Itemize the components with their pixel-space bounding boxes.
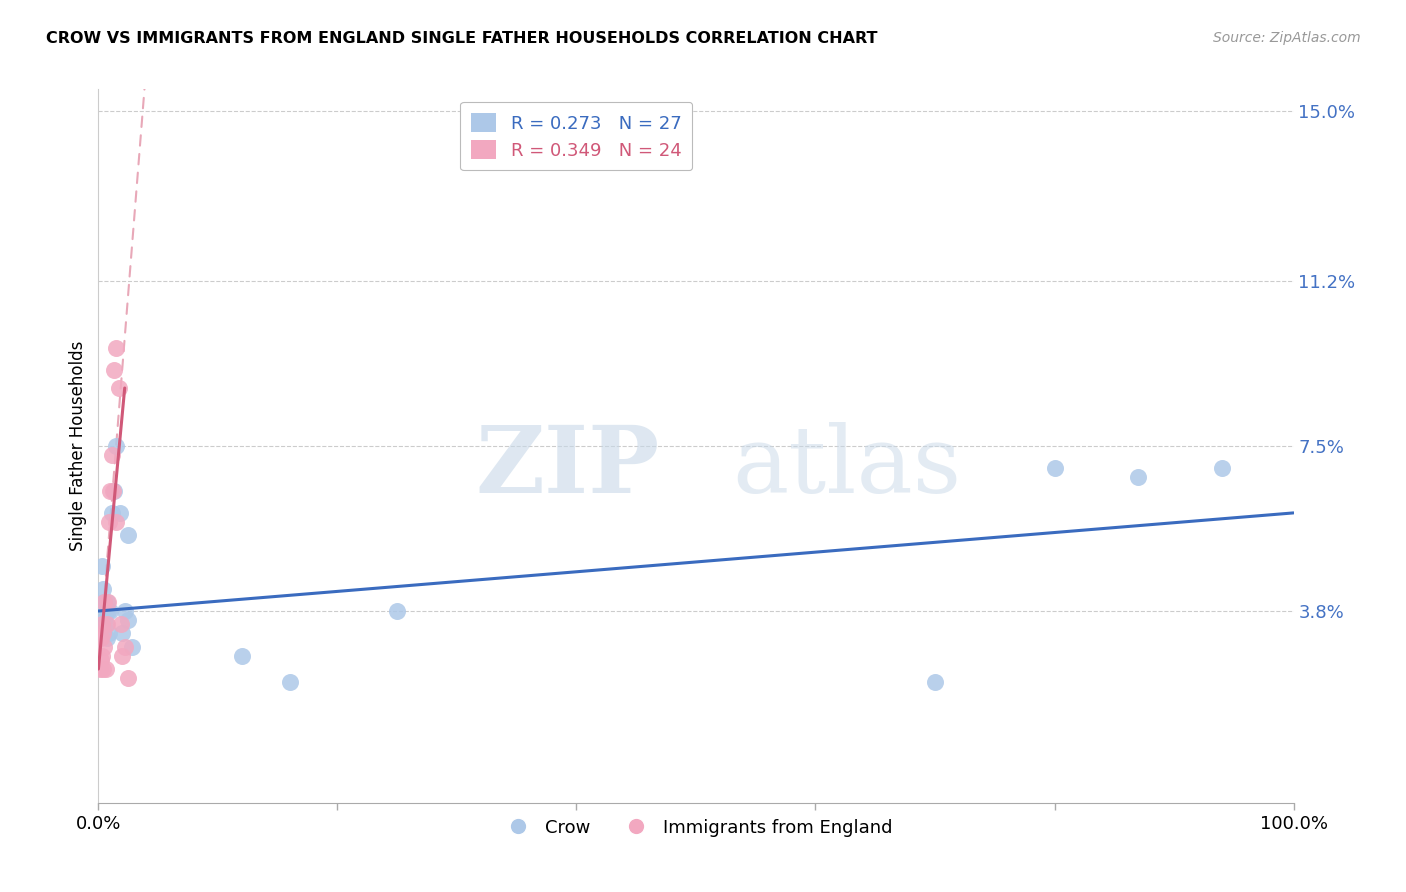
Y-axis label: Single Father Households: Single Father Households xyxy=(69,341,87,551)
Point xyxy=(93,595,115,609)
Point xyxy=(90,653,112,667)
Point xyxy=(114,604,136,618)
Text: Source: ZipAtlas.com: Source: ZipAtlas.com xyxy=(1213,31,1361,45)
Text: CROW VS IMMIGRANTS FROM ENGLAND SINGLE FATHER HOUSEHOLDS CORRELATION CHART: CROW VS IMMIGRANTS FROM ENGLAND SINGLE F… xyxy=(46,31,877,46)
Point xyxy=(96,617,118,632)
Point xyxy=(98,604,122,618)
Point xyxy=(103,483,125,498)
Point xyxy=(96,595,118,609)
Point xyxy=(89,662,111,676)
Point xyxy=(91,648,114,663)
Point xyxy=(94,604,117,618)
Point xyxy=(93,613,115,627)
Point xyxy=(90,631,112,645)
Point xyxy=(1128,470,1150,484)
Point xyxy=(108,506,131,520)
Point xyxy=(91,662,114,676)
Point xyxy=(105,439,128,453)
Point xyxy=(98,515,121,529)
Point xyxy=(93,640,115,654)
Point xyxy=(111,626,134,640)
Point xyxy=(96,631,118,645)
Point xyxy=(91,626,114,640)
Point xyxy=(117,528,139,542)
Point xyxy=(1211,461,1233,475)
Point xyxy=(117,613,139,627)
Point xyxy=(114,640,136,654)
Point xyxy=(94,662,117,676)
Text: ZIP: ZIP xyxy=(475,423,661,512)
Point xyxy=(94,617,117,632)
Point xyxy=(98,626,121,640)
Point xyxy=(101,483,124,498)
Text: atlas: atlas xyxy=(733,423,962,512)
Point xyxy=(100,506,122,520)
Point xyxy=(91,582,114,596)
Point xyxy=(91,559,114,574)
Point xyxy=(97,595,120,609)
Point xyxy=(231,648,253,663)
Point xyxy=(97,604,120,618)
Point xyxy=(103,363,125,377)
Point xyxy=(385,604,409,618)
Point xyxy=(111,648,134,663)
Point xyxy=(105,515,128,529)
Point xyxy=(100,448,122,462)
Point xyxy=(91,617,114,632)
Point xyxy=(105,341,128,355)
Point xyxy=(117,671,139,685)
Point xyxy=(98,483,122,498)
Legend: Crow, Immigrants from England: Crow, Immigrants from England xyxy=(492,812,900,844)
Point xyxy=(121,640,143,654)
Point xyxy=(110,617,132,632)
Point xyxy=(107,381,129,395)
Point xyxy=(1043,461,1066,475)
Point xyxy=(278,675,301,690)
Point xyxy=(93,595,115,609)
Point xyxy=(924,675,946,690)
